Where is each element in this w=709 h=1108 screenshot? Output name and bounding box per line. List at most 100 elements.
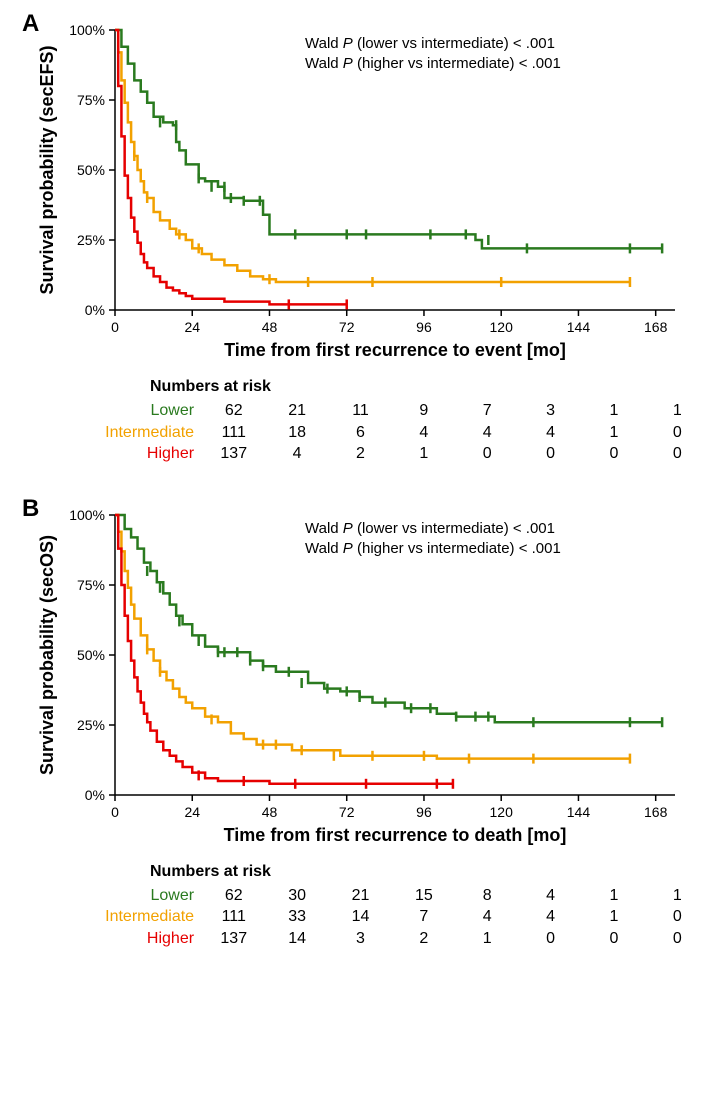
x-tick-label: 24 <box>184 319 200 335</box>
y-tick-label: 75% <box>76 577 104 593</box>
y-tick-label: 100% <box>69 22 105 38</box>
panel-b: B 0%25%50%75%100%024487296120144168Time … <box>0 495 709 950</box>
y-tick-label: 0% <box>84 787 104 803</box>
risk-row: Lower62211197311 <box>100 400 709 422</box>
risk-cell: 7 <box>456 400 519 422</box>
x-tick-label: 48 <box>261 804 277 820</box>
x-tick-label: 72 <box>338 319 354 335</box>
risk-cell: 2 <box>329 443 392 465</box>
y-tick-label: 25% <box>76 232 104 248</box>
risk-cell: 111 <box>202 422 265 444</box>
y-axis-label: Survival probability (secEFS) <box>37 45 57 294</box>
risk-row-name: Intermediate <box>100 422 202 444</box>
risk-cell: 4 <box>519 906 582 928</box>
risk-cell: 1 <box>646 885 709 907</box>
risk-cell: 7 <box>392 906 455 928</box>
risk-cell: 0 <box>456 443 519 465</box>
risk-cell: 0 <box>646 928 709 950</box>
risk-cell: 4 <box>519 885 582 907</box>
y-tick-label: 25% <box>76 717 104 733</box>
y-tick-label: 100% <box>69 507 105 523</box>
x-tick-label: 0 <box>111 319 119 335</box>
risk-cell: 3 <box>519 400 582 422</box>
risk-cell: 1 <box>582 422 645 444</box>
risk-cell: 0 <box>646 906 709 928</box>
panel-a: A 0%25%50%75%100%024487296120144168Time … <box>0 10 709 465</box>
y-tick-label: 75% <box>76 92 104 108</box>
x-axis-label: Time from first recurrence to death [mo] <box>223 825 566 845</box>
stat-annotation: Wald P (higher vs intermediate) < .001 <box>305 540 561 557</box>
risk-cell: 3 <box>329 928 392 950</box>
y-tick-label: 50% <box>76 162 104 178</box>
panel-b-svg: 0%25%50%75%100%024487296120144168Time fr… <box>15 495 695 855</box>
panel-a-label: A <box>22 10 39 38</box>
y-tick-label: 0% <box>84 302 104 318</box>
risk-cell: 1 <box>582 885 645 907</box>
risk-row-name: Lower <box>100 400 202 422</box>
risk-cell: 21 <box>265 400 328 422</box>
risk-cell: 0 <box>646 422 709 444</box>
risk-cell: 0 <box>582 928 645 950</box>
risk-row-name: Higher <box>100 928 202 950</box>
risk-cell: 33 <box>265 906 328 928</box>
x-tick-label: 48 <box>261 319 277 335</box>
risk-row: Higher13714321000 <box>100 928 709 950</box>
risk-cell: 21 <box>329 885 392 907</box>
x-tick-label: 24 <box>184 804 200 820</box>
risk-cell: 4 <box>392 422 455 444</box>
panel-a-svg: 0% 25% 50% 75% 100% 0 24 48 72 96 120 144 168 Time fr… <box>15 10 695 370</box>
risk-row: Lower623021158411 <box>100 885 709 907</box>
risk-row-name: Higher <box>100 443 202 465</box>
risk-cell: 62 <box>202 885 265 907</box>
risk-cell: 0 <box>519 928 582 950</box>
x-tick-label: 144 <box>566 804 590 820</box>
risk-cell: 1 <box>646 400 709 422</box>
x-tick-label: 120 <box>489 319 513 335</box>
x-tick-label: 168 <box>644 319 668 335</box>
risk-cell: 14 <box>329 906 392 928</box>
risk-cell: 111 <box>202 906 265 928</box>
risk-cell: 1 <box>582 906 645 928</box>
x-tick-label: 168 <box>644 804 668 820</box>
x-tick-label: 144 <box>566 319 590 335</box>
x-tick-label: 120 <box>489 804 513 820</box>
risk-cell: 4 <box>519 422 582 444</box>
risk-cell: 0 <box>646 443 709 465</box>
risk-cell: 6 <box>329 422 392 444</box>
x-tick-label: 96 <box>416 319 432 335</box>
risk-title: Numbers at risk <box>150 378 709 396</box>
risk-row-name: Intermediate <box>100 906 202 928</box>
risk-row: Intermediate111331474410 <box>100 906 709 928</box>
risk-title: Numbers at risk <box>150 863 709 881</box>
risk-row-name: Lower <box>100 885 202 907</box>
x-axis-label: Time from first recurrence to event [mo] <box>224 340 566 360</box>
y-tick-label: 50% <box>76 647 104 663</box>
risk-cell: 4 <box>265 443 328 465</box>
risk-cell: 1 <box>392 443 455 465</box>
risk-cell: 9 <box>392 400 455 422</box>
risk-cell: 1 <box>582 400 645 422</box>
risk-cell: 30 <box>265 885 328 907</box>
risk-row: Higher1374210000 <box>100 443 709 465</box>
panel-a-risk-table: Numbers at riskLower62211197311Intermedi… <box>100 378 709 465</box>
panel-b-risk-table: Numbers at riskLower623021158411Intermed… <box>100 863 709 950</box>
risk-cell: 1 <box>456 928 519 950</box>
risk-cell: 0 <box>519 443 582 465</box>
risk-cell: 11 <box>329 400 392 422</box>
stat-annotation: Wald P (higher vs intermediate) < .001 <box>305 55 561 72</box>
risk-cell: 0 <box>582 443 645 465</box>
x-tick-label: 0 <box>111 804 119 820</box>
risk-cell: 4 <box>456 906 519 928</box>
risk-cell: 137 <box>202 443 265 465</box>
risk-cell: 14 <box>265 928 328 950</box>
panel-b-label: B <box>22 495 39 523</box>
risk-cell: 2 <box>392 928 455 950</box>
risk-cell: 18 <box>265 422 328 444</box>
risk-cell: 137 <box>202 928 265 950</box>
risk-cell: 62 <box>202 400 265 422</box>
risk-row: Intermediate11118644410 <box>100 422 709 444</box>
stat-annotation: Wald P (lower vs intermediate) < .001 <box>305 35 555 52</box>
figure-page: A 0%25%50%75%100%024487296120144168Time … <box>0 0 709 1000</box>
stat-annotation: Wald P (lower vs intermediate) < .001 <box>305 520 555 537</box>
x-tick-label: 72 <box>338 804 354 820</box>
